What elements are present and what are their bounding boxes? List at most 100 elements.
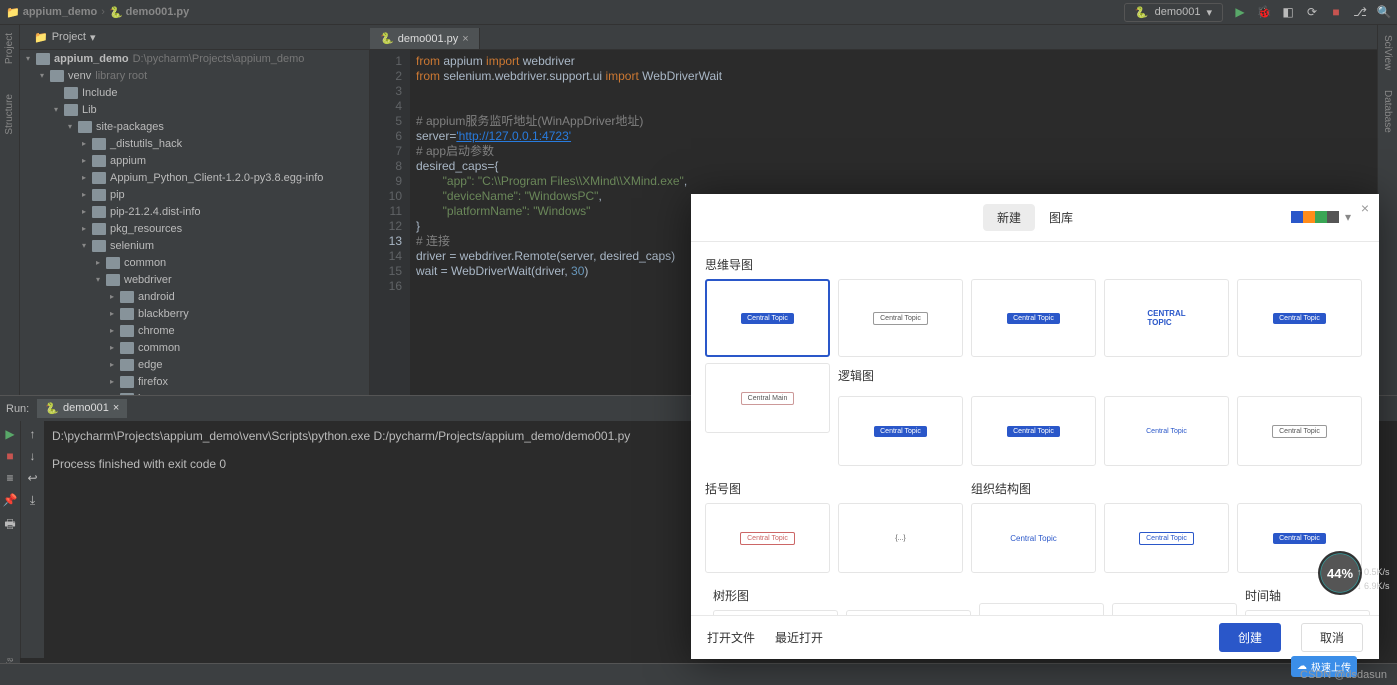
pin-icon[interactable]: 📌	[3, 493, 18, 507]
section-title: 树形图	[713, 587, 971, 604]
section-title: 逻辑图	[838, 367, 1365, 384]
watermark: CSDN @dsdasun	[1300, 669, 1387, 681]
template-card[interactable]: Central Topic	[1104, 396, 1229, 466]
template-card[interactable]: Central Topic	[713, 610, 838, 615]
tree-item[interactable]: ▸chrome	[20, 322, 369, 339]
tree-include[interactable]: Include	[20, 84, 369, 101]
top-toolbar: 📁 appium_demo › 🐍 demo001.py 🐍 demo001 ▾…	[0, 0, 1397, 25]
debug-icon[interactable]: 🐞	[1257, 5, 1271, 19]
template-card[interactable]: Central Topic	[1112, 603, 1237, 615]
template-card[interactable]: Central Topic	[846, 610, 971, 615]
tree-item[interactable]: ▸common	[20, 254, 369, 271]
tree-venv[interactable]: ▾venvlibrary root	[20, 67, 369, 84]
rerun-icon[interactable]: ▶	[5, 427, 14, 441]
template-card[interactable]: {...}	[838, 503, 963, 573]
stop-icon[interactable]: ■	[1329, 5, 1343, 19]
xmind-tab-library[interactable]: 图库	[1035, 204, 1087, 231]
template-card[interactable]	[1245, 610, 1370, 615]
template-card[interactable]: Central Topic	[838, 396, 963, 466]
run-line: Process finished with exit code 0	[52, 457, 226, 471]
open-file-link[interactable]: 打开文件	[707, 629, 755, 646]
template-card[interactable]: Central Topic	[979, 603, 1104, 615]
wrap-icon[interactable]: ↩	[27, 471, 37, 485]
tree-item[interactable]: ▾selenium	[20, 237, 369, 254]
template-card[interactable]: Central Topic	[971, 396, 1096, 466]
status-bar	[0, 663, 1397, 685]
xmind-body[interactable]: 思维导图 Central Topic Central Topic Central…	[691, 242, 1379, 615]
sidestrip-project[interactable]: Project	[4, 33, 15, 64]
template-card[interactable]: Central Topic	[1104, 503, 1229, 573]
close-icon[interactable]: ×	[1361, 200, 1369, 216]
tree-root-path: D:\pycharm\Projects\appium_demo	[133, 53, 305, 65]
print-icon[interactable]: 🖶	[4, 515, 15, 536]
scroll-icon[interactable]: ⤓	[30, 493, 35, 508]
layout-icon[interactable]: ≡	[6, 471, 13, 485]
template-card[interactable]: Central Topic	[705, 503, 830, 573]
breadcrumb-project[interactable]: 📁 appium_demo	[6, 6, 97, 19]
tree-lib[interactable]: ▾Lib	[20, 101, 369, 118]
template-card[interactable]: Central Topic	[1237, 279, 1362, 357]
template-card[interactable]: Central Topic	[971, 279, 1096, 357]
recent-link[interactable]: 最近打开	[775, 629, 823, 646]
template-card[interactable]: Central Topic	[1237, 396, 1362, 466]
run-icon[interactable]: ▶	[1233, 5, 1247, 19]
project-tool-label[interactable]: 📁 Project ▾	[26, 29, 103, 46]
tree-item[interactable]: ▸Appium_Python_Client-1.2.0-py3.8.egg-in…	[20, 169, 369, 186]
section-title: 思维导图	[705, 256, 1365, 273]
template-card[interactable]: Central Topic	[705, 279, 830, 357]
close-icon[interactable]: ×	[462, 33, 468, 45]
project-tree[interactable]: ▾appium_demoD:\pycharm\Projects\appium_d…	[20, 50, 370, 395]
template-card[interactable]: Central Topic	[838, 279, 963, 357]
project-tool-text: Project	[52, 31, 86, 43]
template-card[interactable]: Central Topic	[971, 503, 1096, 573]
tree-item[interactable]: ▸common	[20, 339, 369, 356]
tree-item[interactable]: ▸firefox	[20, 373, 369, 390]
template-card[interactable]: CENTRALTOPIC	[1104, 279, 1229, 357]
code-content[interactable]: from appium import webdriver from seleni…	[410, 50, 722, 395]
sidestrip-structure[interactable]: Structure	[4, 94, 15, 135]
breadcrumb-file[interactable]: 🐍 demo001.py	[109, 6, 189, 19]
search-icon[interactable]: 🔍	[1377, 5, 1391, 19]
template-card[interactable]: Central Main	[705, 363, 830, 433]
tree-item[interactable]: ▸blackberry	[20, 305, 369, 322]
cancel-button[interactable]: 取消	[1301, 623, 1363, 652]
tree-item[interactable]: ▸_distutils_hack	[20, 135, 369, 152]
sidestrip-sciview[interactable]: SciView	[1382, 35, 1393, 70]
xmind-tab-new[interactable]: 新建	[983, 204, 1035, 231]
right-tool-strip: SciView Database	[1377, 25, 1397, 395]
gutter: 12345678910111213141516	[370, 50, 410, 395]
run-config-label: demo001	[1155, 6, 1201, 18]
profile-icon[interactable]: ⟳	[1305, 5, 1319, 19]
tree-item[interactable]: ▸pkg_resources	[20, 220, 369, 237]
git-icon[interactable]: ⎇	[1353, 5, 1367, 19]
theme-color-picker[interactable]: ▾	[1291, 210, 1351, 224]
tree-item[interactable]: ▸pip-21.2.4.dist-info	[20, 203, 369, 220]
create-button[interactable]: 创建	[1219, 623, 1281, 652]
editor-tab[interactable]: 🐍 demo001.py ×	[370, 28, 480, 49]
tree-item[interactable]: ▸pip	[20, 186, 369, 203]
xmind-header: 新建 图库 ▾ ×	[691, 194, 1379, 242]
sidestrip-database[interactable]: Database	[1382, 90, 1393, 133]
tree-root-label: appium_demo	[54, 53, 129, 65]
coverage-icon[interactable]: ◧	[1281, 5, 1295, 19]
tree-item[interactable]: ▸android	[20, 288, 369, 305]
editor-tabs: 🐍 demo001.py ×	[370, 25, 1397, 50]
xmind-dialog: 新建 图库 ▾ × 思维导图 Central Topic Central Top…	[691, 194, 1379, 659]
run-label: Run:	[6, 403, 29, 415]
breadcrumb: 📁 appium_demo › 🐍 demo001.py	[6, 6, 189, 19]
run-tab[interactable]: 🐍 demo001 ×	[37, 399, 127, 418]
cpu-meter: 44%	[1318, 551, 1362, 595]
down-icon[interactable]: ↓	[30, 449, 36, 463]
tree-site[interactable]: ▾site-packages	[20, 118, 369, 135]
up-icon[interactable]: ↑	[30, 427, 36, 441]
stop-icon[interactable]: ■	[6, 449, 13, 463]
tree-venv-hint: library root	[95, 70, 147, 82]
tree-item[interactable]: ▾webdriver	[20, 271, 369, 288]
cpu-value: 44%	[1327, 566, 1353, 581]
tree-item[interactable]: ▸appium	[20, 152, 369, 169]
breadcrumb-project-label: appium_demo	[23, 6, 98, 18]
run-config-selector[interactable]: 🐍 demo001 ▾	[1124, 3, 1223, 22]
tree-item[interactable]: ▸edge	[20, 356, 369, 373]
network-meter: ↑ 0.5K/s↓ 6.9K/s	[1357, 565, 1397, 593]
tree-root[interactable]: ▾appium_demoD:\pycharm\Projects\appium_d…	[20, 50, 369, 67]
